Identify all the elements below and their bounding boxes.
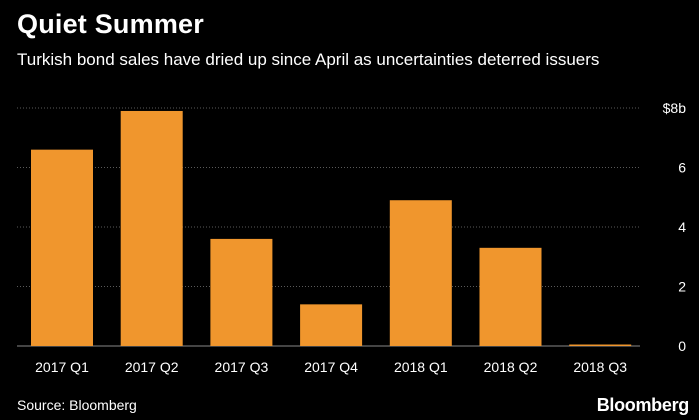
bar (120, 110, 183, 346)
x-tick-label: 2018 Q2 (484, 359, 538, 375)
chart-subtitle: Turkish bond sales have dried up since A… (17, 50, 600, 69)
x-tick-label: 2018 Q1 (394, 359, 448, 375)
bar (300, 304, 363, 346)
bloomberg-logo: Bloomberg (596, 395, 690, 415)
y-tick-label: 4 (678, 219, 686, 235)
x-tick-label: 2017 Q4 (304, 359, 358, 375)
y-tick-label: $8b (663, 100, 687, 116)
y-tick-label: 0 (678, 338, 686, 354)
y-axis-ticks: 0 2 4 6 $8b (663, 100, 687, 354)
bar (389, 200, 452, 346)
chart-title: Quiet Summer (17, 9, 204, 39)
bar (569, 344, 632, 346)
y-tick-label: 2 (678, 279, 686, 295)
x-axis-ticks: 2017 Q1 2017 Q2 2017 Q3 2017 Q4 2018 Q1 2018 … (35, 359, 627, 375)
x-tick-label: 2018 Q3 (573, 359, 627, 375)
bar (210, 238, 273, 346)
x-tick-label: 2017 Q2 (125, 359, 179, 375)
x-tick-label: 2017 Q1 (35, 359, 89, 375)
y-tick-label: 6 (678, 160, 686, 176)
x-tick-label: 2017 Q3 (215, 359, 269, 375)
bar (31, 149, 93, 346)
bars (31, 110, 632, 346)
bar (479, 247, 542, 346)
source-note: Source: Bloomberg (17, 397, 137, 413)
